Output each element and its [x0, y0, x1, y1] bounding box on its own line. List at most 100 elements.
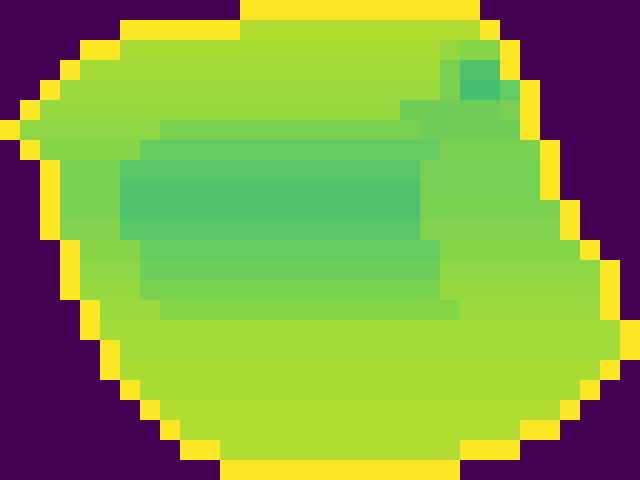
heatmap-cell [560, 300, 581, 321]
heatmap-cell [300, 60, 321, 81]
heatmap-cell [360, 140, 381, 161]
heatmap-cell [20, 260, 41, 281]
heatmap-cell [240, 100, 261, 121]
heatmap-cell [460, 440, 481, 461]
heatmap-cell [220, 80, 241, 101]
heatmap-cell [240, 260, 261, 281]
heatmap-cell [460, 420, 481, 441]
heatmap-cell [380, 320, 401, 341]
heatmap-cell [480, 360, 501, 381]
heatmap-cell [560, 100, 581, 121]
heatmap-cell [140, 200, 161, 221]
heatmap-cell [240, 160, 261, 181]
heatmap-cell [520, 400, 541, 421]
heatmap-cell [620, 220, 640, 241]
heatmap-cell [420, 280, 441, 301]
heatmap-cell [80, 360, 101, 381]
heatmap-cell [260, 180, 281, 201]
heatmap-cell [420, 20, 441, 41]
heatmap-cell [140, 400, 161, 421]
heatmap-cell [540, 20, 561, 41]
heatmap-cell [520, 20, 541, 41]
heatmap-cell [0, 140, 21, 161]
heatmap-cell [400, 440, 421, 461]
heatmap-cell [40, 60, 61, 81]
heatmap-cell [420, 160, 441, 181]
heatmap-cell [360, 460, 381, 480]
heatmap-cell [340, 460, 361, 480]
heatmap-cell [560, 0, 581, 21]
heatmap-cell [520, 160, 541, 181]
heatmap-cell [20, 280, 41, 301]
heatmap-cell [300, 140, 321, 161]
heatmap-cell [320, 380, 341, 401]
heatmap-cell [520, 340, 541, 361]
heatmap-cell [20, 100, 41, 121]
heatmap-cell [620, 400, 640, 421]
heatmap-cell [340, 200, 361, 221]
heatmap-cell [40, 280, 61, 301]
heatmap-cell [60, 420, 81, 441]
heatmap-cell [340, 260, 361, 281]
heatmap-cell [500, 400, 521, 421]
heatmap-cell [300, 0, 321, 21]
heatmap-cell [400, 320, 421, 341]
heatmap-cell [460, 320, 481, 341]
heatmap-cell [420, 320, 441, 341]
heatmap-cell [380, 280, 401, 301]
heatmap-cell [100, 400, 121, 421]
heatmap-cell [600, 140, 621, 161]
heatmap-cell [40, 200, 61, 221]
heatmap-cell [480, 240, 501, 261]
heatmap-cell [540, 380, 561, 401]
heatmap-cell [280, 460, 301, 480]
heatmap-cell [260, 100, 281, 121]
heatmap-cell [540, 360, 561, 381]
heatmap-cell [240, 200, 261, 221]
heatmap-cell [280, 40, 301, 61]
heatmap-cell [320, 300, 341, 321]
heatmap-cell [100, 320, 121, 341]
heatmap-cell [420, 440, 441, 461]
heatmap-cell [380, 240, 401, 261]
heatmap-cell [600, 40, 621, 61]
heatmap-cell [100, 140, 121, 161]
heatmap-cell [320, 120, 341, 141]
heatmap-cell [20, 20, 41, 41]
heatmap-cell [320, 220, 341, 241]
heatmap-cell [180, 240, 201, 261]
heatmap-cell [380, 220, 401, 241]
heatmap-cell [40, 440, 61, 461]
heatmap-cell [100, 360, 121, 381]
heatmap-cell [280, 440, 301, 461]
heatmap-cell [600, 20, 621, 41]
heatmap-cell [440, 300, 461, 321]
heatmap-cell [60, 40, 81, 61]
heatmap-cell [440, 80, 461, 101]
heatmap-cell [100, 100, 121, 121]
heatmap-cell [400, 160, 421, 181]
heatmap-cell [180, 300, 201, 321]
heatmap-cell [580, 200, 601, 221]
heatmap-cell [180, 40, 201, 61]
heatmap-cell [380, 100, 401, 121]
heatmap-cell [440, 440, 461, 461]
heatmap-cell [560, 140, 581, 161]
heatmap-cell [480, 340, 501, 361]
heatmap-cell [440, 420, 461, 441]
heatmap-cell [580, 220, 601, 241]
heatmap-cell [540, 180, 561, 201]
heatmap-cell [420, 60, 441, 81]
heatmap-cell [440, 160, 461, 181]
heatmap-cell [40, 100, 61, 121]
heatmap-cell [460, 40, 481, 61]
heatmap-cell [460, 460, 481, 480]
heatmap-cell [520, 380, 541, 401]
heatmap-cell [620, 160, 640, 181]
heatmap-cell [240, 240, 261, 261]
heatmap-cell [400, 140, 421, 161]
heatmap-cell [0, 400, 21, 421]
heatmap-cell [500, 420, 521, 441]
heatmap-cell [300, 280, 321, 301]
heatmap-cell [140, 340, 161, 361]
